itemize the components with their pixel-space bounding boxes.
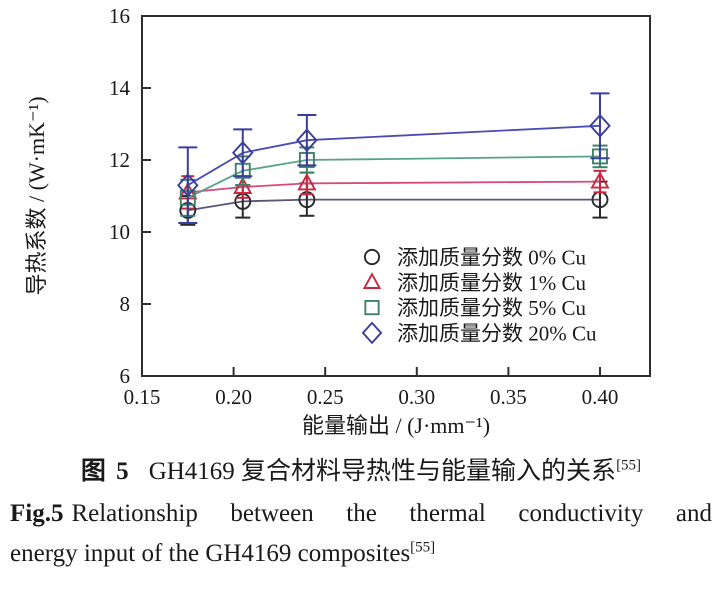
caption-chinese: 图 5 GH4169 复合材料导热性与能量输入的关系[55] (10, 454, 712, 490)
figure-chart-area: 0.15 0.20 0.25 0.30 0.35 0.40 能量输出 / (J·mm⁻¹) 6… (24, 4, 651, 438)
caption-cn-label: 图 5 (80, 458, 131, 485)
series-diamond (177, 92, 611, 224)
legend-label: 添加质量分数 5% Cu (397, 296, 586, 320)
y-axis-title: 导热系数 / (W·mK⁻¹) (24, 96, 49, 295)
legend-label: 添加质量分数 20% Cu (397, 321, 597, 345)
triangle-marker (590, 171, 610, 189)
triangle-marker (362, 272, 382, 289)
diamond-marker (296, 128, 318, 153)
legend-label: 添加质量分数 0% Cu (397, 246, 586, 270)
series-line (187, 198, 600, 212)
caption-en-reference: [55] (410, 539, 436, 556)
legend-item: 添加质量分数 0% Cu (363, 246, 586, 270)
caption-en-label: Fig.5 (10, 500, 64, 527)
circle-marker (363, 248, 381, 266)
caption-cn-text: GH4169 复合材料导热性与能量输入的关系 (148, 458, 617, 485)
y-tick-label: 6 (120, 364, 131, 388)
x-axis: 0.15 0.20 0.25 0.30 0.35 0.40 能量输出 / (J·mm⁻¹) (124, 367, 619, 438)
caption-english-line1: Fig.5 Relationship between the thermal co… (10, 494, 712, 534)
caption-english-line2: energy input of the GH4169 composites[55… (10, 534, 712, 574)
plot-frame (141, 15, 651, 377)
diamond-marker (589, 113, 611, 138)
x-tick-label: 0.40 (582, 385, 619, 409)
caption-en-text1: Relationship between the thermal conduct… (71, 500, 712, 527)
chart-svg: 0.15 0.20 0.25 0.30 0.35 0.40 能量输出 / (J·mm⁻¹) 6… (24, 4, 651, 438)
x-tick-label: 0.35 (490, 385, 527, 409)
y-tick-label: 8 (120, 292, 131, 316)
y-tick-label: 12 (109, 148, 130, 172)
x-tick-label: 0.30 (398, 385, 435, 409)
caption-cn-reference: [55] (616, 457, 642, 474)
x-tick-label: 0.20 (215, 385, 252, 409)
x-axis-title: 能量输出 / (J·mm⁻¹) (302, 413, 490, 438)
diamond-marker (177, 173, 199, 198)
x-tick-label: 0.15 (124, 385, 161, 409)
legend-label: 添加质量分数 1% Cu (397, 271, 586, 295)
series-circle (179, 180, 609, 226)
series-line (187, 155, 600, 199)
y-axis: 6 8 10 12 14 16 导热系数 / (W·mK⁻¹) (24, 4, 151, 388)
diamond-marker (231, 140, 254, 165)
y-tick-label: 10 (109, 220, 130, 244)
series-line (187, 180, 600, 194)
square-marker (364, 300, 380, 316)
series-line (187, 124, 601, 186)
caption-en-text2: energy input of the GH4169 composites (10, 540, 411, 567)
figure-captions: 图 5 GH4169 复合材料导热性与能量输入的关系[55] Fig.5 Relat… (0, 450, 722, 574)
legend-item: 添加质量分数 20% Cu (361, 321, 597, 345)
legend-item: 添加质量分数 1% Cu (362, 271, 586, 295)
y-tick-label: 16 (109, 4, 130, 28)
x-tick-label: 0.25 (307, 385, 344, 409)
y-tick-label: 14 (109, 76, 131, 100)
triangle-marker (297, 172, 317, 191)
legend-item: 添加质量分数 5% Cu (364, 296, 586, 320)
diamond-marker (361, 321, 383, 345)
